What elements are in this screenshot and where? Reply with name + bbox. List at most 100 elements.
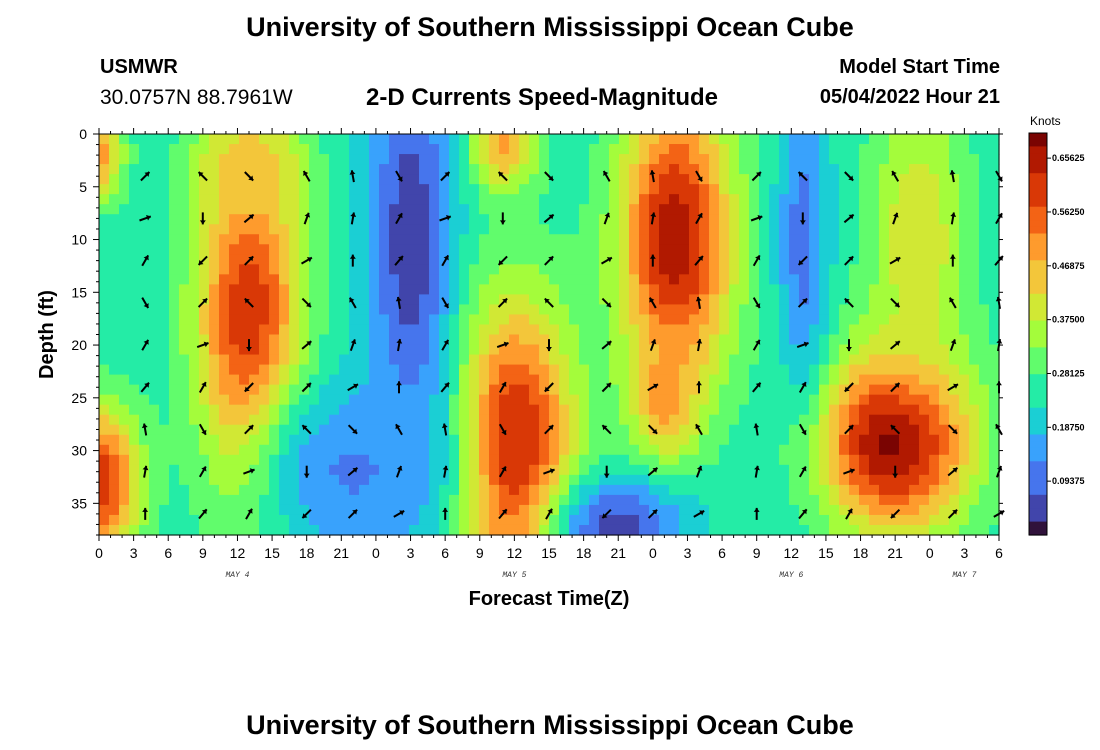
heatmap-cell [259, 394, 270, 406]
heatmap-cell [849, 274, 860, 285]
heatmap-cell [349, 304, 360, 316]
heatmap-cell [339, 364, 350, 376]
heatmap-cell [549, 414, 560, 426]
heatmap-cell [489, 314, 500, 326]
heatmap-cell [199, 324, 210, 336]
heatmap-cell [169, 374, 180, 386]
heatmap-cell [929, 524, 940, 536]
heatmap-cell [429, 304, 440, 316]
heatmap-cell [979, 354, 990, 366]
heatmap-cell [519, 184, 530, 195]
heatmap-cell [799, 264, 810, 275]
heatmap-cell [959, 244, 970, 255]
heatmap-cell [749, 424, 760, 436]
heatmap-cell [439, 284, 450, 296]
heatmap-cell [209, 484, 220, 496]
heatmap-cell [719, 394, 730, 406]
heatmap-cell [719, 444, 730, 456]
heatmap-cell [659, 484, 670, 496]
heatmap-cell [639, 174, 650, 185]
heatmap-cell [539, 484, 550, 496]
heatmap-cell [149, 354, 160, 366]
heatmap-cell [169, 334, 180, 346]
current-arrow [498, 508, 508, 520]
heatmap-cell [299, 224, 310, 235]
heatmap-cell [409, 344, 420, 356]
heatmap-cell [299, 154, 310, 165]
heatmap-cell [859, 264, 870, 275]
heatmap-cell [719, 424, 730, 436]
heatmap-cell [819, 484, 830, 496]
arrow-head [306, 302, 311, 308]
heatmap-cell [419, 484, 430, 496]
heatmap-cell [689, 234, 700, 245]
heatmap-cell [339, 484, 350, 496]
heatmap-cell [539, 224, 550, 235]
heatmap-cell [319, 484, 330, 496]
heatmap-cell [379, 194, 390, 205]
heatmap-cell [719, 264, 730, 275]
heatmap-cell [389, 424, 400, 436]
heatmap-cell [589, 454, 600, 466]
heatmap-cell [109, 524, 120, 536]
heatmap-cell [719, 314, 730, 326]
heatmap-cell [889, 354, 900, 366]
heatmap-cell [819, 444, 830, 456]
heatmap-cell [629, 484, 640, 496]
heatmap-cell [959, 404, 970, 416]
heatmap-cell [689, 334, 700, 346]
heatmap-cell [829, 494, 840, 506]
heatmap-cell [319, 394, 330, 406]
heatmap-cell [889, 394, 900, 406]
heatmap-cell [459, 174, 470, 185]
heatmap-cell [959, 174, 970, 185]
heatmap-cell [939, 214, 950, 225]
heatmap-cell [759, 314, 770, 326]
current-arrow [845, 508, 853, 520]
heatmap-cell [119, 164, 130, 175]
heatmap-cell [479, 434, 490, 446]
heatmap-cell [529, 284, 540, 296]
heatmap-cell [199, 514, 210, 526]
heatmap-cell [979, 224, 990, 235]
heatmap-cell [689, 224, 700, 235]
heatmap-cell [529, 274, 540, 285]
current-arrow [798, 508, 808, 520]
heatmap-cell [739, 164, 750, 175]
current-arrow [752, 339, 761, 351]
heatmap-cell [909, 184, 920, 195]
heatmap-cell [829, 464, 840, 476]
heatmap-cell [179, 224, 190, 235]
heatmap-cell [329, 344, 340, 356]
current-arrow [890, 424, 901, 435]
heatmap-cell [679, 334, 690, 346]
heatmap-cell [449, 174, 460, 185]
heatmap-cell [849, 504, 860, 516]
heatmap-cell [419, 204, 430, 215]
heatmap-cell [819, 174, 830, 185]
x-tick-label: 3 [684, 545, 692, 561]
current-arrow [889, 256, 901, 265]
heatmap-cell [199, 344, 210, 356]
heatmap-cell [869, 444, 880, 456]
arrow-head [606, 383, 611, 388]
heatmap-cell [319, 294, 330, 306]
heatmap-cell [139, 464, 150, 476]
heatmap-cell [839, 324, 850, 336]
heatmap-cell [429, 514, 440, 526]
heatmap-cell [249, 414, 260, 426]
heatmap-cell [129, 284, 140, 296]
heatmap-cell [149, 304, 160, 316]
heatmap-cell [589, 514, 600, 526]
heatmap-cell [299, 254, 310, 265]
colorbar-segment [1029, 220, 1047, 228]
heatmap-cell [549, 514, 560, 526]
current-arrow [601, 382, 612, 393]
heatmap-cell [209, 334, 220, 346]
heatmap-cell [379, 174, 390, 185]
heatmap-cell [309, 194, 320, 205]
heatmap-cell [459, 284, 470, 296]
heatmap-cell [689, 254, 700, 265]
heatmap-cell [319, 314, 330, 326]
current-arrow [140, 382, 150, 393]
